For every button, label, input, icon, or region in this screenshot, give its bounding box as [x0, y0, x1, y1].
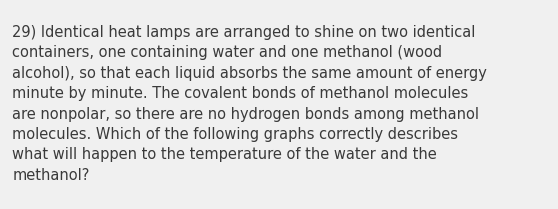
Text: 29) Identical heat lamps are arranged to shine on two identical
containers, one : 29) Identical heat lamps are arranged to…: [12, 25, 487, 183]
